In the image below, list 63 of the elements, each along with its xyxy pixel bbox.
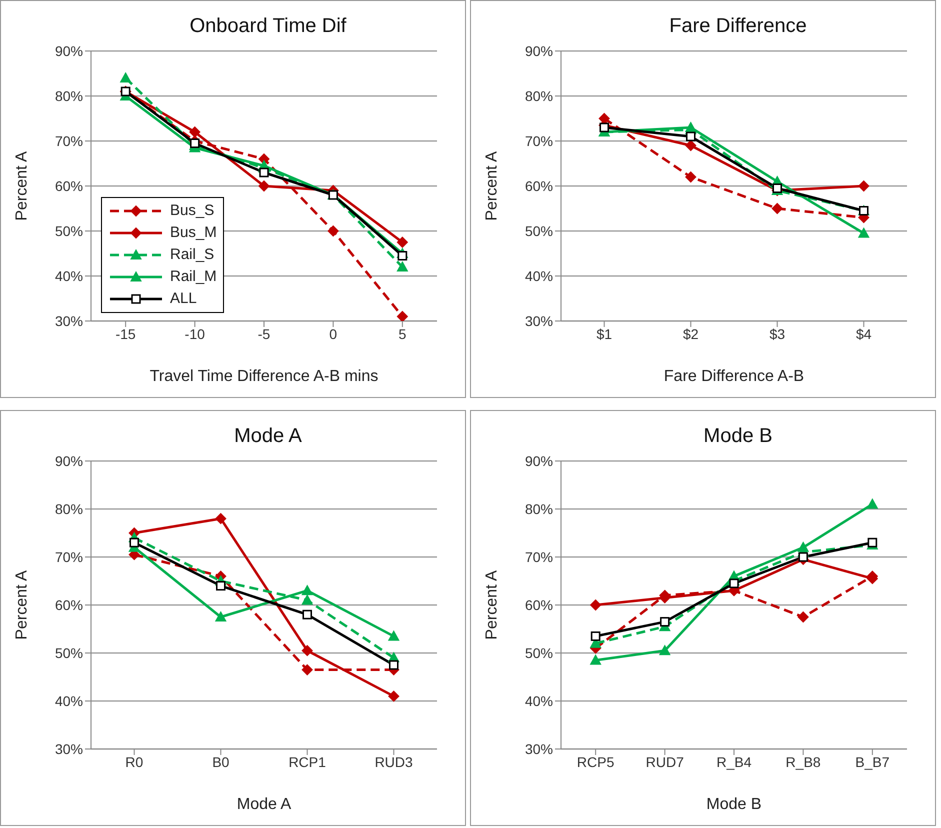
x-axis-title: Mode A xyxy=(236,796,292,813)
x-tick-label: R0 xyxy=(125,754,144,770)
y-tick-label: 50% xyxy=(524,222,553,239)
legend-label: Rail_S xyxy=(170,245,214,265)
x-axis-title: Fare Difference A-B xyxy=(664,368,804,385)
y-tick-label: 80% xyxy=(54,88,83,104)
y-tick-label: 80% xyxy=(524,500,553,517)
x-tick-label: RCP1 xyxy=(288,754,326,770)
y-tick-label: 50% xyxy=(54,644,83,661)
chart-title: Onboard Time Dif xyxy=(188,15,348,38)
y-tick-label: 70% xyxy=(524,132,553,149)
legend-label: Bus_M xyxy=(170,223,217,243)
y-tick-label: 30% xyxy=(54,740,83,757)
y-tick-label: 30% xyxy=(524,740,553,757)
y-tick-label: 90% xyxy=(524,452,553,469)
x-tick-label: RCP5 xyxy=(576,754,614,770)
x-tick-label: B_B7 xyxy=(855,754,890,770)
x-tick-label: B0 xyxy=(212,754,230,770)
x-tick-label: R_B8 xyxy=(786,754,821,770)
y-axis-title: Percent A xyxy=(484,150,501,221)
y-tick-label: 60% xyxy=(524,178,553,194)
y-tick-label: 40% xyxy=(54,268,83,284)
x-tick-label: RUD3 xyxy=(374,754,414,770)
x-axis-title: Travel Time Difference A-B mins xyxy=(150,368,378,385)
y-tick-label: 40% xyxy=(54,692,83,709)
x-tick-label: -15 xyxy=(115,326,136,342)
x-tick-label: 0 xyxy=(329,326,338,342)
x-tick-label: -10 xyxy=(184,326,206,342)
y-tick-label: 60% xyxy=(54,596,83,613)
y-tick-label: 40% xyxy=(524,268,553,284)
y-axis-title: Percent A xyxy=(14,570,31,640)
y-tick-label: 90% xyxy=(54,42,83,59)
x-tick-label: R_B4 xyxy=(716,754,752,770)
y-tick-label: 60% xyxy=(524,596,553,613)
y-tick-label: 70% xyxy=(54,132,83,149)
x-axis-title: Mode B xyxy=(706,796,762,813)
y-tick-label: 40% xyxy=(524,692,553,709)
y-tick-label: 80% xyxy=(524,88,553,104)
y-tick-label: 90% xyxy=(54,452,83,469)
y-axis-title: Percent A xyxy=(484,570,501,640)
y-tick-label: 80% xyxy=(54,500,83,517)
chart-title: Mode A xyxy=(233,425,303,448)
y-axis-title: Percent A xyxy=(14,150,31,221)
chart-title: Fare Difference xyxy=(668,15,808,38)
legend-label: Bus_S xyxy=(170,201,214,221)
y-tick-label: 90% xyxy=(524,42,553,59)
x-tick-label: $3 xyxy=(769,326,786,342)
legend-label: ALL xyxy=(170,289,197,309)
y-tick-label: 30% xyxy=(54,312,83,329)
x-tick-label: -5 xyxy=(258,326,270,342)
x-tick-label: RUD7 xyxy=(646,754,684,770)
y-tick-label: 70% xyxy=(54,548,83,565)
y-tick-label: 60% xyxy=(54,178,83,194)
y-tick-label: 50% xyxy=(524,644,553,661)
legend-label: Rail_M xyxy=(170,267,217,287)
x-tick-label: $2 xyxy=(682,326,699,342)
y-tick-label: 50% xyxy=(54,222,83,239)
y-tick-label: 70% xyxy=(524,548,553,565)
chart-title: Mode B xyxy=(702,425,774,448)
x-tick-label: $1 xyxy=(596,326,612,342)
x-tick-label: 5 xyxy=(398,326,406,342)
x-tick-label: $4 xyxy=(856,326,872,342)
y-tick-label: 30% xyxy=(524,312,553,329)
